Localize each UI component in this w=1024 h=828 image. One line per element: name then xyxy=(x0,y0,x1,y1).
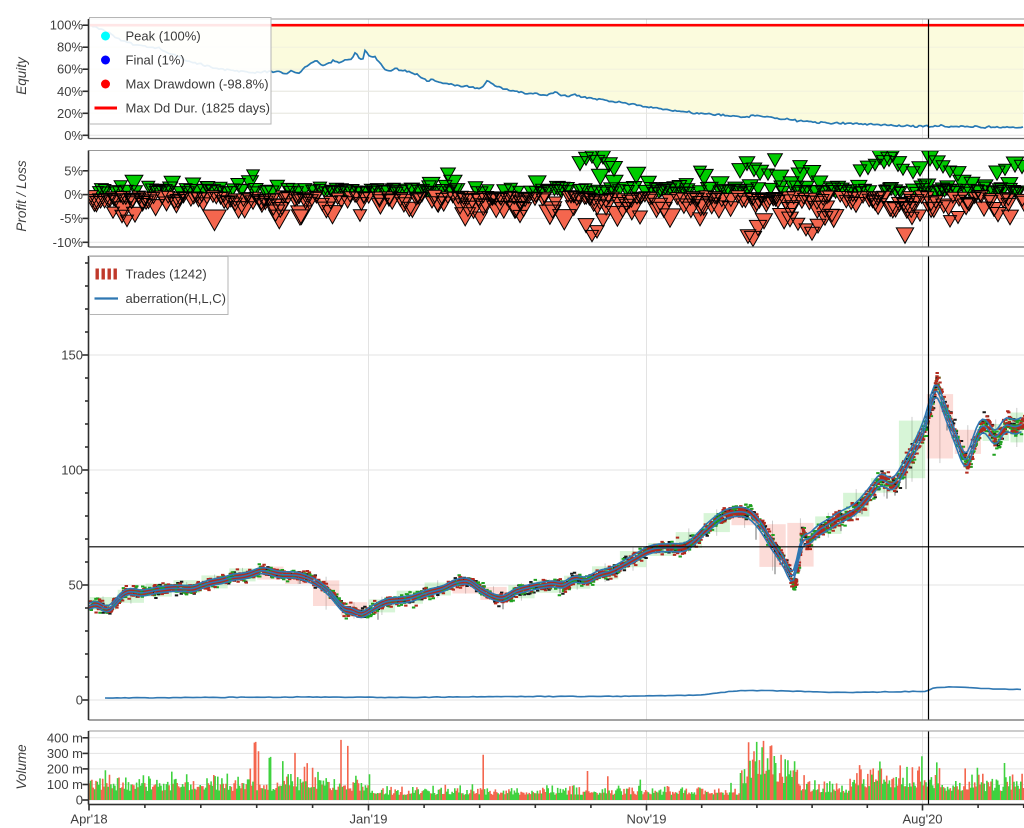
svg-text:Volume: Volume xyxy=(14,744,29,789)
svg-text:-10%: -10% xyxy=(53,235,84,250)
svg-text:60%: 60% xyxy=(57,62,83,77)
svg-text:Max Dd Dur. (1825 days): Max Dd Dur. (1825 days) xyxy=(126,101,271,116)
svg-text:0: 0 xyxy=(76,793,83,808)
svg-text:150: 150 xyxy=(61,348,83,363)
svg-text:Aug'20: Aug'20 xyxy=(902,812,942,827)
svg-text:-5%: -5% xyxy=(60,211,84,226)
svg-text:40%: 40% xyxy=(57,84,83,99)
svg-text:0%: 0% xyxy=(64,187,83,202)
svg-text:300 m: 300 m xyxy=(47,746,83,761)
svg-text:200 m: 200 m xyxy=(47,761,83,776)
svg-text:Trades (1242): Trades (1242) xyxy=(126,267,207,282)
svg-text:Jan'19: Jan'19 xyxy=(350,812,388,827)
svg-text:80%: 80% xyxy=(57,40,83,55)
svg-text:0: 0 xyxy=(76,693,83,708)
svg-text:Peak (100%): Peak (100%) xyxy=(126,29,201,44)
svg-text:400 m: 400 m xyxy=(47,730,83,745)
svg-text:50: 50 xyxy=(69,578,83,593)
svg-text:Final (1%): Final (1%) xyxy=(126,53,185,68)
svg-text:0%: 0% xyxy=(64,128,83,143)
svg-text:100: 100 xyxy=(61,463,83,478)
svg-text:Profit / Loss: Profit / Loss xyxy=(14,160,29,232)
svg-text:Nov'19: Nov'19 xyxy=(626,812,666,827)
svg-text:Max Drawdown (-98.8%): Max Drawdown (-98.8%) xyxy=(126,77,269,92)
svg-text:5%: 5% xyxy=(64,163,83,178)
svg-text:100 m: 100 m xyxy=(47,777,83,792)
svg-text:20%: 20% xyxy=(57,106,83,121)
svg-text:aberration(H,L,C): aberration(H,L,C) xyxy=(126,291,226,306)
svg-text:Equity: Equity xyxy=(14,56,29,95)
svg-text:Apr'18: Apr'18 xyxy=(70,812,107,827)
svg-text:100%: 100% xyxy=(50,18,84,33)
